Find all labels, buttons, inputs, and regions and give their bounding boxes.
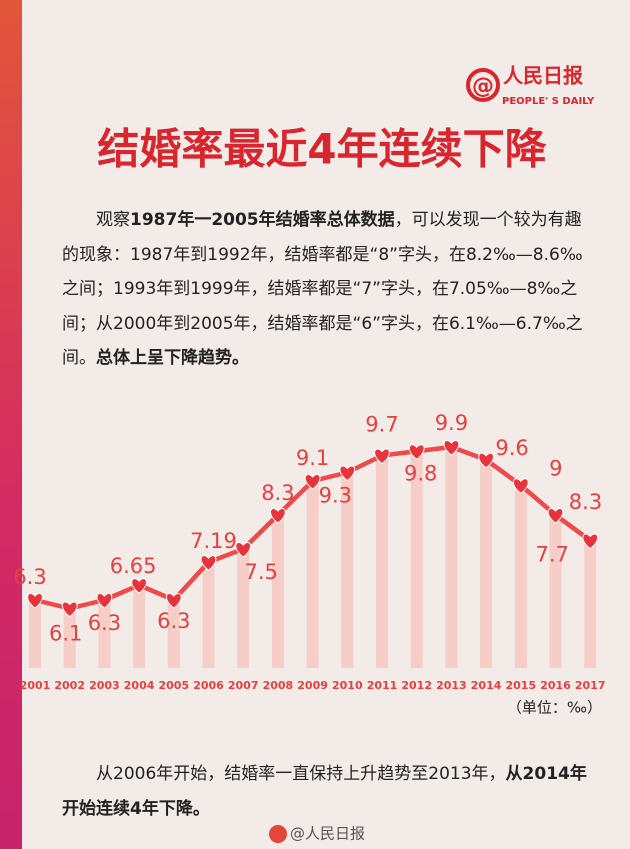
value-label: 9.8: [404, 461, 437, 485]
heart-marker: [408, 444, 425, 460]
heart-marker: [61, 601, 78, 618]
heart-marker: [235, 542, 252, 558]
side-stripe: [0, 0, 22, 849]
x-tick-label: 2014: [471, 679, 502, 692]
x-tick-label: 2012: [401, 679, 432, 692]
heart-marker: [304, 474, 321, 490]
x-tick-label: 2003: [89, 679, 120, 692]
logo-symbol: @: [472, 74, 494, 99]
value-label: 9.7: [365, 413, 398, 437]
x-tick-label: 2007: [228, 679, 259, 692]
x-tick-label: 2004: [124, 679, 155, 692]
text-segment: 总体上呈下降趋势。: [96, 348, 249, 368]
heart-marker: [582, 533, 599, 550]
logo-name: 人民日报: [503, 64, 583, 88]
bar: [445, 447, 458, 668]
text-segment: 从2006年开始，结婚率一直保持上升趋势至2013年，: [96, 764, 506, 784]
title: 结婚率最近4年连续下降: [97, 125, 546, 174]
value-label: 8.3: [261, 481, 294, 505]
bar: [98, 600, 111, 668]
bar: [306, 481, 319, 668]
heart-marker: [512, 478, 529, 494]
text-segment: 观察: [96, 210, 130, 230]
heart-marker: [339, 465, 356, 482]
bar: [480, 459, 493, 668]
bar: [410, 451, 423, 668]
x-tick-label: 2015: [505, 679, 536, 692]
bar: [341, 472, 354, 668]
footer: @人民日报: [290, 825, 365, 843]
value-label: 9.6: [495, 436, 528, 460]
value-label: 6.1: [49, 622, 82, 646]
logo-english: PEOPLE' S DAILY: [502, 96, 595, 107]
text-segment: 1987年一2005年结婚率总体数据: [130, 210, 395, 230]
heart-marker: [547, 508, 564, 524]
intro-paragraph: 观察1987年一2005年结婚率总体数据，可以发现一个较为有趣的现象：1987年…: [62, 203, 598, 376]
bar: [549, 515, 562, 668]
bar: [584, 540, 597, 668]
value-label: 6.3: [157, 609, 190, 633]
value-label: 9.1: [296, 446, 329, 470]
value-label: 6.3: [88, 611, 121, 635]
bar: [63, 608, 76, 668]
bar: [167, 600, 180, 668]
heart-marker: [96, 593, 113, 609]
value-label: 9: [549, 456, 562, 480]
x-tick-label: 2009: [297, 679, 328, 692]
heart-marker: [131, 578, 147, 594]
x-tick-label: 2013: [436, 679, 467, 692]
logo-ring: [466, 68, 500, 102]
value-label: 9.3: [319, 484, 352, 508]
weibo-icon: [269, 825, 287, 843]
bar: [237, 549, 250, 668]
value-label: 8.3: [569, 490, 602, 514]
bar: [376, 455, 388, 668]
x-tick-label: 2011: [367, 679, 398, 692]
value-label: 7.5: [244, 560, 277, 584]
x-tick-label: 2017: [575, 679, 606, 692]
x-tick-label: 2001: [20, 679, 51, 692]
bar: [202, 562, 215, 668]
heart-marker: [443, 440, 460, 456]
heart-marker: [374, 448, 390, 465]
text-segment: 从2014年开始连续4年下降。: [62, 764, 587, 819]
heart-marker: [27, 593, 43, 609]
bar: [271, 515, 284, 668]
heart-marker: [270, 508, 286, 524]
heart-marker: [200, 555, 217, 571]
x-tick-label: 2010: [332, 679, 363, 692]
heart-marker: [165, 593, 182, 609]
unit-label: （单位：‰）: [507, 699, 602, 717]
heart-marker: [478, 452, 494, 469]
x-tick-label: 2006: [193, 679, 224, 692]
value-label: 7.7: [535, 543, 568, 567]
conclusion-paragraph: 从2006年开始，结婚率一直保持上升趋势至2013年，从2014年开始连续4年下…: [62, 757, 598, 826]
x-tick-label: 2008: [263, 679, 294, 692]
bar: [29, 600, 41, 668]
value-label: 6.3: [13, 565, 46, 589]
x-tick-label: 2016: [540, 679, 571, 692]
x-tick-label: 2002: [54, 679, 85, 692]
x-tick-label: 2005: [158, 679, 189, 692]
bar: [514, 485, 527, 668]
value-label: 9.9: [435, 411, 468, 435]
value-label: 7.19: [190, 529, 237, 553]
value-label: 6.65: [110, 554, 157, 578]
bar: [133, 585, 146, 668]
text-segment: ，可以发现一个较为有趣的现象：1987年到1992年，结婚率都是“8”字头，在8…: [62, 210, 583, 368]
